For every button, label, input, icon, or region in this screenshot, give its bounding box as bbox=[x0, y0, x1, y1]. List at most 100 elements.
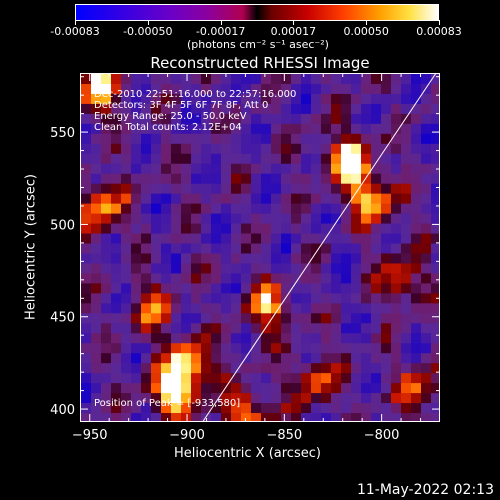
heatmap-cell bbox=[171, 303, 182, 314]
heatmap-cell bbox=[101, 403, 112, 414]
heatmap-cell bbox=[121, 413, 132, 421]
heatmap-cell bbox=[81, 103, 92, 115]
heatmap-cell bbox=[251, 143, 262, 155]
heatmap-cell bbox=[371, 253, 382, 265]
heatmap-cell bbox=[211, 83, 222, 95]
heatmap-cell bbox=[231, 303, 242, 314]
heatmap-cell bbox=[391, 153, 402, 165]
heatmap-cell bbox=[281, 74, 292, 85]
heatmap-cell bbox=[401, 163, 412, 175]
heatmap-cell bbox=[91, 283, 102, 294]
heatmap-cell bbox=[131, 93, 142, 105]
heatmap-cell bbox=[331, 123, 342, 135]
heatmap-cell bbox=[151, 203, 162, 215]
heatmap-cell bbox=[411, 133, 422, 145]
heatmap-cell bbox=[111, 213, 122, 225]
heatmap-cell bbox=[331, 203, 342, 215]
heatmap-cell bbox=[211, 393, 222, 404]
heatmap-cell bbox=[191, 74, 202, 85]
heatmap-cell bbox=[111, 233, 122, 245]
heatmap-cell bbox=[161, 233, 172, 245]
heatmap-cell bbox=[401, 403, 412, 414]
heatmap-cell bbox=[421, 343, 432, 354]
heatmap-cell bbox=[81, 133, 92, 145]
heatmap-cell bbox=[81, 383, 92, 394]
heatmap-cell bbox=[251, 163, 262, 175]
heatmap-cell bbox=[401, 243, 412, 255]
heatmap-cell bbox=[201, 393, 212, 404]
heatmap-cell bbox=[401, 303, 412, 314]
heatmap-cell bbox=[421, 133, 432, 145]
heatmap-cell bbox=[261, 83, 272, 95]
heatmap-cell bbox=[391, 373, 402, 384]
heatmap-cell bbox=[121, 323, 132, 334]
heatmap-cell bbox=[231, 323, 242, 334]
heatmap-cell bbox=[121, 383, 132, 394]
heatmap-cell bbox=[271, 303, 282, 314]
heatmap-cell bbox=[321, 243, 332, 255]
heatmap-cell bbox=[271, 393, 282, 404]
heatmap-cell bbox=[271, 263, 282, 275]
heatmap-cell bbox=[231, 223, 242, 235]
heatmap-cell bbox=[231, 193, 242, 205]
heatmap-cell bbox=[311, 233, 322, 245]
heatmap-cell bbox=[201, 153, 212, 165]
heatmap-cell bbox=[211, 93, 222, 105]
heatmap-cell bbox=[191, 203, 202, 215]
heatmap-cell bbox=[181, 253, 192, 265]
heatmap-cell bbox=[221, 253, 232, 265]
heatmap-cell bbox=[361, 153, 372, 165]
heatmap-cell bbox=[251, 353, 262, 364]
heatmap-cell bbox=[341, 93, 352, 105]
limb-line bbox=[202, 72, 437, 423]
heatmap-cell bbox=[121, 313, 132, 324]
heatmap-cell bbox=[351, 313, 362, 324]
heatmap-cell bbox=[111, 123, 122, 135]
heatmap-cell bbox=[121, 113, 132, 125]
heatmap-cell bbox=[251, 173, 262, 185]
heatmap-cell bbox=[121, 243, 132, 255]
heatmap-cell bbox=[291, 143, 302, 155]
heatmap-cell bbox=[261, 313, 272, 324]
heatmap-cell bbox=[91, 213, 102, 225]
heatmap-cell bbox=[151, 243, 162, 255]
heatmap-cell bbox=[281, 253, 292, 265]
heatmap-cell bbox=[301, 303, 312, 314]
heatmap-cell bbox=[161, 293, 172, 304]
heatmap-cell bbox=[381, 313, 392, 324]
heatmap-cell bbox=[241, 343, 252, 354]
colorbar-tick-label: 0.00083 bbox=[416, 25, 462, 38]
heatmap-cell bbox=[391, 363, 402, 374]
heatmap-cell bbox=[351, 333, 362, 344]
heatmap-cell bbox=[251, 323, 262, 334]
heatmap-cell bbox=[151, 333, 162, 344]
heatmap-cell bbox=[351, 393, 362, 404]
heatmap-cell bbox=[181, 163, 192, 175]
heatmap-cell bbox=[111, 353, 122, 364]
heatmap-cell bbox=[191, 103, 202, 115]
heatmap-cell bbox=[241, 333, 252, 344]
heatmap-cell bbox=[181, 223, 192, 235]
heatmap-cell bbox=[261, 403, 272, 414]
heatmap-cell bbox=[311, 293, 322, 304]
heatmap-cell bbox=[281, 343, 292, 354]
heatmap-cell bbox=[121, 343, 132, 354]
heatmap-cell bbox=[241, 393, 252, 404]
heatmap-cell bbox=[111, 153, 122, 165]
heatmap-cell bbox=[361, 323, 372, 334]
heatmap-cell bbox=[351, 343, 362, 354]
heatmap-cell bbox=[201, 383, 212, 394]
heatmap-cell bbox=[251, 103, 262, 115]
heatmap-cell bbox=[311, 313, 322, 324]
heatmap-cell bbox=[101, 223, 112, 235]
heatmap-cell bbox=[151, 153, 162, 165]
heatmap-cell bbox=[381, 123, 392, 135]
heatmap-cell bbox=[101, 373, 112, 384]
heatmap-cell bbox=[271, 413, 282, 421]
heatmap-cell bbox=[181, 303, 192, 314]
heatmap-cell bbox=[211, 253, 222, 265]
heatmap-cell bbox=[171, 213, 182, 225]
heatmap-cell bbox=[371, 383, 382, 394]
heatmap-cell bbox=[401, 213, 412, 225]
heatmap-cell bbox=[81, 323, 92, 334]
